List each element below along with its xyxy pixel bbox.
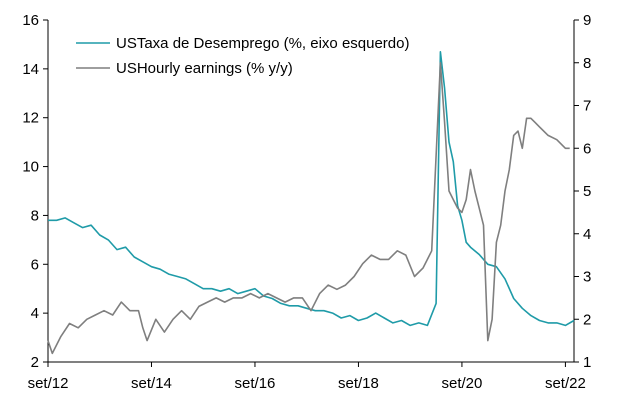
- y-right-tick-label: 9: [583, 12, 591, 29]
- y-right-tick-label: 4: [583, 226, 591, 243]
- y-left-tick-label: 14: [22, 61, 39, 78]
- x-tick-label: set/14: [131, 375, 172, 392]
- y-right-tick-label: 6: [583, 140, 591, 157]
- y-left-tick-label: 16: [22, 12, 39, 29]
- y-right-tick-label: 1: [583, 354, 591, 371]
- x-tick-label: set/20: [441, 375, 482, 392]
- x-tick-label: set/16: [235, 375, 276, 392]
- y-left-tick-label: 8: [31, 207, 39, 224]
- x-tick-label: set/18: [338, 375, 379, 392]
- legend-label-earnings: USHourly earnings (% y/y): [116, 60, 293, 77]
- y-right-tick-label: 8: [583, 55, 591, 72]
- legend-label-unemployment: USTaxa de Desemprego (%, eixo esquerdo): [116, 35, 409, 52]
- y-left-tick-label: 12: [22, 110, 39, 127]
- series-layer: [47, 50, 575, 355]
- legend: USTaxa de Desemprego (%, eixo esquerdo) U…: [76, 35, 409, 77]
- y-left-tick-label: 2: [31, 354, 39, 371]
- series-line-earnings: [47, 61, 570, 355]
- y-left-tick-label: 4: [31, 305, 39, 322]
- y-right-tick-label: 5: [583, 183, 591, 200]
- y-right-tick-label: 7: [583, 98, 591, 115]
- y-left-tick-label: 10: [22, 159, 39, 176]
- y-right-tick-label: 3: [583, 269, 591, 286]
- y-right-tick-label: 2: [583, 311, 591, 328]
- y-left-tick-label: 6: [31, 256, 39, 273]
- series-line-unemployment: [48, 50, 575, 327]
- x-tick-label: set/22: [545, 375, 586, 392]
- x-tick-label: set/12: [28, 375, 69, 392]
